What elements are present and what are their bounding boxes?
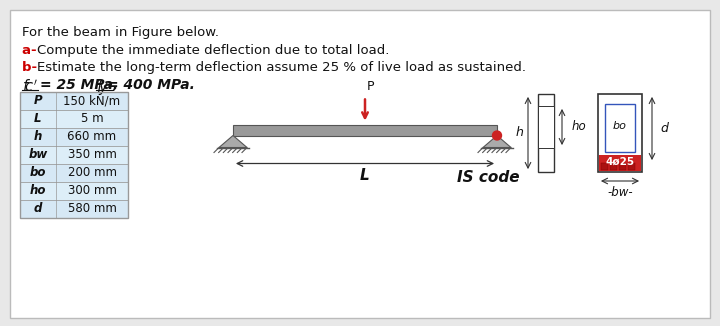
Polygon shape: [483, 136, 511, 147]
Bar: [599, 155, 641, 171]
Text: b-: b-: [22, 61, 42, 74]
Bar: [610, 163, 617, 170]
Text: h: h: [516, 126, 524, 140]
Text: Compute the immediate deflection due to total load.: Compute the immediate deflection due to …: [37, 44, 390, 57]
Bar: [20, 128, 128, 146]
Bar: [538, 94, 554, 172]
Text: 300 mm: 300 mm: [68, 185, 117, 198]
Text: bo: bo: [613, 121, 627, 131]
Bar: [20, 110, 128, 128]
Bar: [619, 163, 626, 170]
Text: P: P: [367, 81, 374, 94]
Text: bw: bw: [28, 149, 48, 161]
Text: For the beam in Figure below.: For the beam in Figure below.: [22, 26, 219, 39]
Bar: [20, 92, 128, 218]
Text: 580 mm: 580 mm: [68, 202, 117, 215]
Bar: [605, 104, 635, 152]
Text: -bw-: -bw-: [607, 186, 633, 199]
Text: ho: ho: [572, 121, 587, 134]
Text: 150 kN/m: 150 kN/m: [63, 95, 120, 108]
Bar: [20, 182, 128, 200]
Text: = 400 MPa.: = 400 MPa.: [107, 78, 195, 92]
Bar: [20, 92, 128, 110]
Bar: [233, 125, 497, 136]
Text: 350 mm: 350 mm: [68, 149, 117, 161]
Text: 5 m: 5 m: [81, 112, 103, 126]
Text: Estimate the long-term deflection assume 25 % of live load as sustained.: Estimate the long-term deflection assume…: [37, 61, 526, 74]
Text: ho: ho: [30, 185, 46, 198]
Text: 4ø25: 4ø25: [606, 157, 634, 167]
Text: = 25 MPa,: = 25 MPa,: [40, 78, 123, 92]
Text: d: d: [660, 122, 668, 135]
Text: 200 mm: 200 mm: [68, 167, 117, 180]
Bar: [20, 200, 128, 218]
Text: 660 mm: 660 mm: [68, 130, 117, 143]
Text: h: h: [34, 130, 42, 143]
Text: $f\!y$: $f\!y$: [96, 78, 109, 97]
Circle shape: [492, 131, 502, 140]
Text: a-: a-: [22, 44, 41, 57]
Bar: [20, 164, 128, 182]
Polygon shape: [219, 136, 247, 147]
Bar: [20, 146, 128, 164]
Text: IS code: IS code: [456, 170, 519, 185]
Bar: [628, 163, 635, 170]
Text: $f\!c'$: $f\!c'$: [22, 78, 38, 95]
Text: P: P: [34, 95, 42, 108]
Text: L: L: [35, 112, 42, 126]
Text: L: L: [360, 169, 370, 184]
Bar: [538, 106, 554, 148]
Bar: [598, 94, 642, 172]
Bar: [601, 163, 608, 170]
Text: bo: bo: [30, 167, 46, 180]
Text: d: d: [34, 202, 42, 215]
